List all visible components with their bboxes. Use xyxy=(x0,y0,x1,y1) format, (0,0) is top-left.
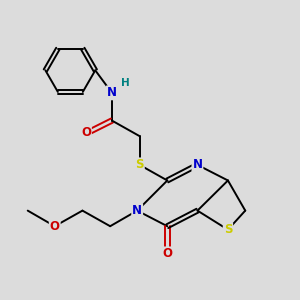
Text: S: S xyxy=(135,158,144,171)
Text: H: H xyxy=(122,78,130,88)
Text: S: S xyxy=(224,223,232,236)
Text: O: O xyxy=(50,220,60,233)
Text: N: N xyxy=(132,204,142,217)
Text: O: O xyxy=(81,126,91,139)
Text: N: N xyxy=(193,158,202,171)
Text: N: N xyxy=(107,86,117,99)
Text: O: O xyxy=(162,248,172,260)
